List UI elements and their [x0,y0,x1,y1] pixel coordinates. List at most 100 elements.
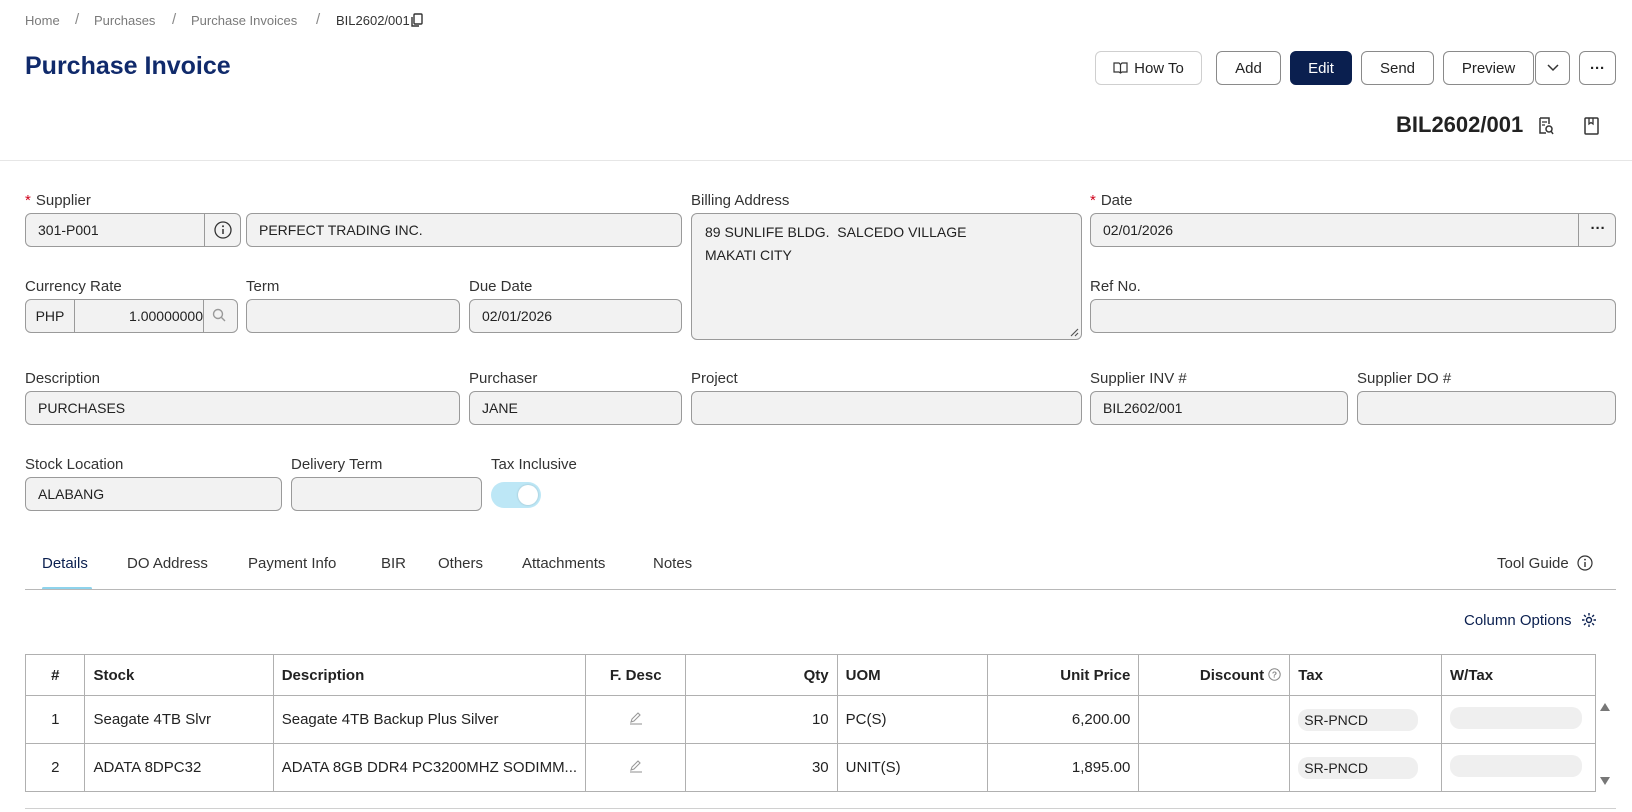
col-header-uom[interactable]: UOM [836,654,989,696]
pencil-icon[interactable] [629,759,643,773]
table-row[interactable]: 1 Seagate 4TB Slvr Seagate 4TB Backup Pl… [24,695,1596,744]
document-number: BIL2602/001 [1396,112,1524,137]
cell-stock[interactable]: ADATA 8DPC32 [84,743,274,792]
scroll-up-arrow[interactable] [1599,702,1611,712]
help-icon: ? [1268,667,1281,681]
ref-no-field[interactable] [1090,299,1616,333]
bookmark-icon[interactable] [1584,117,1599,135]
tab-details[interactable]: Details [42,555,88,572]
project-field[interactable] [691,391,1082,425]
resize-handle-icon[interactable] [1069,327,1079,337]
cell-qty[interactable]: 30 [685,743,838,792]
line-items-table: # Stock Description F. Desc Qty UOM Unit… [24,654,1596,792]
send-button[interactable]: Send [1361,51,1434,85]
cell-discount[interactable] [1138,695,1291,744]
date-field[interactable]: 02/01/2026 [1090,213,1616,247]
book-icon [1113,62,1128,74]
more-actions-button[interactable]: ··· [1579,51,1616,85]
tax-code-pill[interactable]: SR-PNCD [1298,756,1419,779]
billing-address-line: 89 SUNLIFE BLDG. SALCEDO VILLAGE [705,224,967,240]
preview-dropdown-button[interactable] [1535,51,1570,85]
cell-tax[interactable]: SR-PNCD [1289,695,1442,744]
currency-rate-field[interactable]: PHP 1.00000000 [25,299,238,333]
stock-location-field[interactable]: ALABANG [25,477,282,511]
tab-notes[interactable]: Notes [653,555,693,572]
svg-text:?: ? [1272,669,1277,679]
document-search-icon[interactable] [1538,117,1554,135]
tool-guide-link[interactable]: Tool Guide [1497,555,1593,572]
cell-f-desc[interactable] [585,743,687,792]
pencil-icon[interactable] [629,711,643,725]
cell-discount[interactable] [1138,743,1291,792]
supplier-name-field[interactable]: PERFECT TRADING INC. [246,213,682,247]
search-icon[interactable] [212,308,226,322]
cell-qty[interactable]: 10 [685,695,838,744]
breadcrumb-separator: / [75,11,80,28]
cell-description[interactable]: ADATA 8GB DDR4 PC3200MHZ SODIMM... [272,743,587,792]
column-options-link[interactable]: Column Options [1464,612,1597,629]
currency-rate-value[interactable]: 1.00000000 [129,308,203,324]
col-header-qty[interactable]: Qty [685,654,838,696]
cell-w-tax[interactable] [1441,695,1596,744]
col-header-unit-price[interactable]: Unit Price [987,654,1140,696]
tab-bir[interactable]: BIR [381,555,407,572]
due-date-label: Due Date [469,278,533,295]
billing-address-label: Billing Address [691,192,790,209]
breadcrumb-purchase-invoices[interactable]: Purchase Invoices [191,13,298,28]
cell-stock[interactable]: Seagate 4TB Slvr [84,695,274,744]
breadcrumb-home[interactable]: Home [25,13,60,28]
supplier-divider [204,213,205,247]
date-picker-button[interactable]: ··· [1590,220,1606,237]
supplier-inv-field[interactable]: BIL2602/001 [1090,391,1348,425]
w-tax-pill[interactable] [1450,754,1582,777]
ref-no-label: Ref No. [1090,278,1141,295]
cell-uom[interactable]: UNIT(S) [836,743,989,792]
cell-f-desc[interactable] [585,695,687,744]
info-icon[interactable] [214,221,232,239]
description-field[interactable]: PURCHASES [25,391,460,425]
header-divider [0,160,1632,161]
tab-payment-info[interactable]: Payment Info [248,555,337,572]
col-header-stock[interactable]: Stock [84,654,274,696]
tab-others[interactable]: Others [438,555,484,572]
table-row[interactable]: 2 ADATA 8DPC32 ADATA 8GB DDR4 PC3200MHZ … [24,743,1596,792]
w-tax-pill[interactable] [1450,706,1582,729]
edit-button[interactable]: Edit [1290,51,1352,85]
supplier-code-field[interactable]: 301-P001 [25,213,241,247]
due-date-field[interactable]: 02/01/2026 [469,299,682,333]
col-header-w-tax[interactable]: W/Tax [1441,654,1596,696]
cell-unit-price[interactable]: 6,200.00 [987,695,1140,744]
how-to-label: How To [1134,59,1184,77]
preview-button[interactable]: Preview [1443,51,1534,85]
term-field[interactable] [246,299,460,333]
cell-description[interactable]: Seagate 4TB Backup Plus Silver [272,695,587,744]
cell-w-tax[interactable] [1441,743,1596,792]
tabs-divider [25,589,1616,590]
col-header-description[interactable]: Description [272,654,587,696]
purchaser-field[interactable]: JANE [469,391,682,425]
active-tab-indicator [42,587,92,590]
add-button[interactable]: Add [1216,51,1281,85]
tax-inclusive-toggle[interactable] [491,482,541,508]
currency-code[interactable]: PHP [26,300,75,332]
scroll-down-arrow[interactable] [1599,776,1611,786]
billing-address-line: MAKATI CITY [705,247,792,263]
billing-address-textarea[interactable]: 89 SUNLIFE BLDG. SALCEDO VILLAGE MAKATI … [691,213,1082,340]
delivery-term-field[interactable] [291,477,482,511]
breadcrumb-purchases[interactable]: Purchases [94,13,156,28]
tax-code-pill[interactable]: SR-PNCD [1298,708,1419,731]
supplier-do-field[interactable] [1357,391,1616,425]
date-divider [1578,213,1579,247]
cell-unit-price[interactable]: 1,895.00 [987,743,1140,792]
col-header-tax[interactable]: Tax [1289,654,1442,696]
date-label: * Date [1090,192,1133,209]
col-header-discount[interactable]: Discount ? [1138,654,1291,696]
tab-attachments[interactable]: Attachments [522,555,606,572]
cell-tax[interactable]: SR-PNCD [1289,743,1442,792]
copy-icon[interactable] [411,13,423,27]
cell-uom[interactable]: PC(S) [836,695,989,744]
tab-do-address[interactable]: DO Address [127,555,208,572]
description-label: Description [25,370,101,387]
how-to-button[interactable]: How To [1095,51,1202,85]
col-header-f-desc[interactable]: F. Desc [585,654,687,696]
